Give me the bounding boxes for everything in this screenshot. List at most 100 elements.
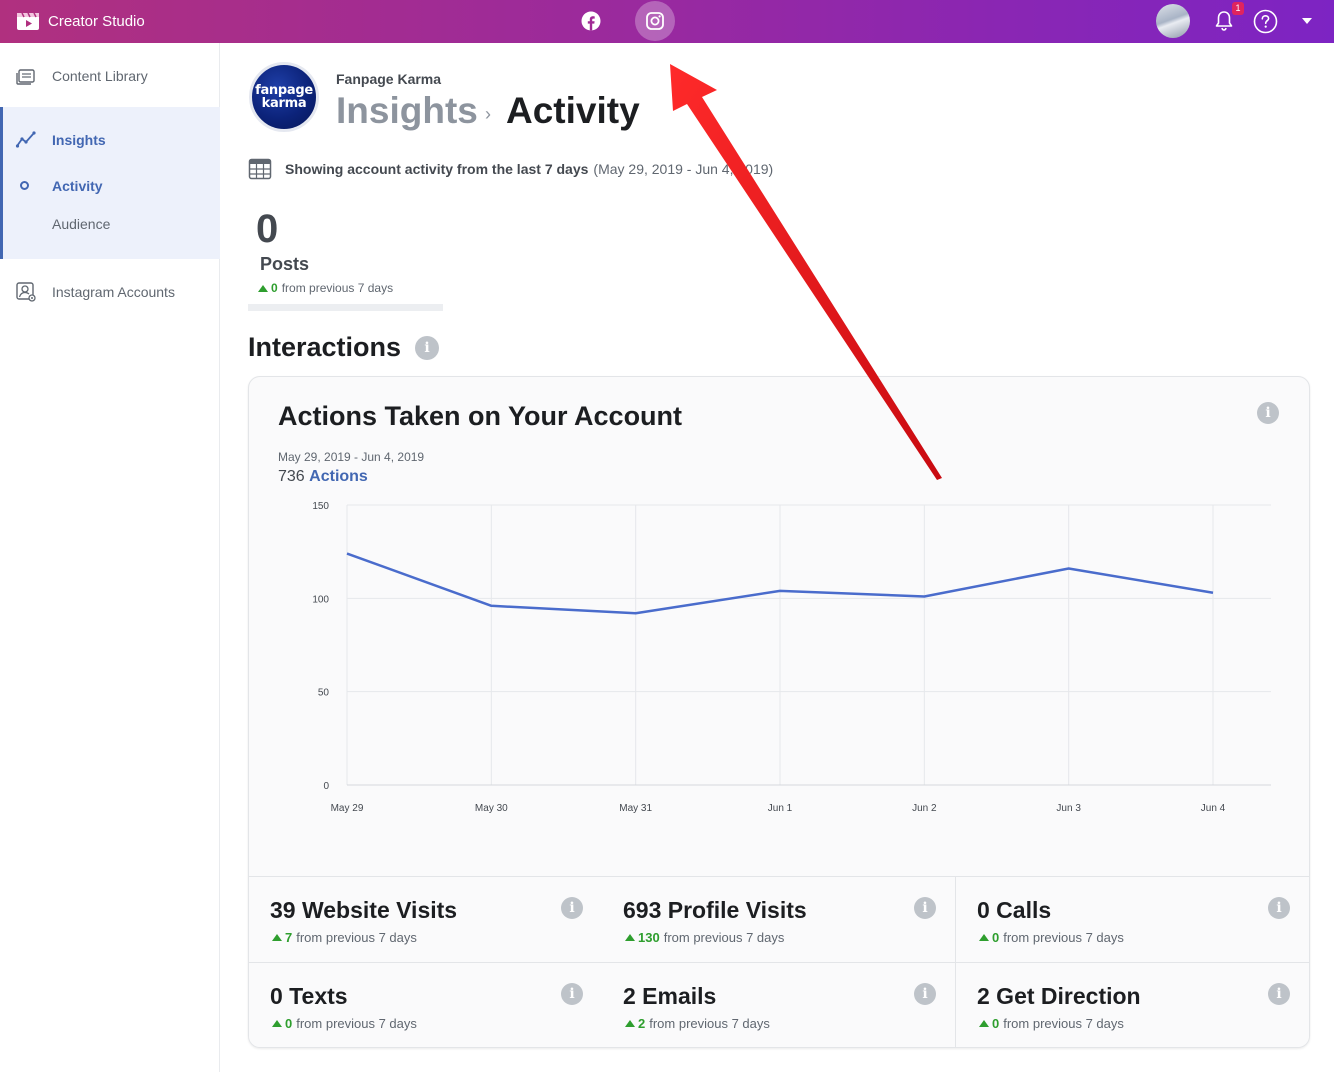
- delta-value: 7: [285, 930, 293, 945]
- delta-text: from previous 7 days: [649, 1016, 770, 1031]
- app-title: Creator Studio: [48, 12, 145, 30]
- metric-profile-visits: 693 Profile Visits 130 from previous 7 da…: [602, 877, 956, 963]
- actions-line-chart: 0 50 100 150 May 29 May 30 May 31 Jun 1 Jun 2 Jun…: [312, 501, 1271, 814]
- metric-calls: 0 Calls 0 from previous 7 days i: [956, 877, 1309, 963]
- metric-title: 39 Website Visits: [270, 897, 458, 923]
- facebook-tab[interactable]: [571, 1, 611, 41]
- metric-get-direction: 2 Get Direction 0 from previous 7 days i: [956, 963, 1309, 1047]
- delta-value: 130: [638, 930, 660, 945]
- info-icon[interactable]: i: [1257, 402, 1279, 424]
- logo-text-line1: fanpage: [255, 83, 313, 98]
- triangle-up-icon: [272, 1020, 282, 1027]
- y-tick-label: 100: [312, 594, 329, 605]
- info-icon[interactable]: i: [914, 983, 936, 1005]
- info-icon[interactable]: i: [914, 897, 936, 919]
- sidebar-item-label: Content Library: [52, 68, 148, 84]
- logo-text-line2: karma: [261, 96, 307, 111]
- metric-title: 0 Texts: [270, 983, 348, 1009]
- metric-delta: 0 from previous 7 days: [272, 1016, 417, 1031]
- posts-count: 0: [256, 207, 279, 251]
- x-tick-label: May 30: [475, 803, 508, 814]
- total-value: 736: [278, 468, 305, 485]
- posts-underline: [248, 304, 443, 311]
- creator-studio-logo-icon: [17, 12, 39, 30]
- info-icon[interactable]: i: [415, 336, 439, 360]
- metric-delta: 7 from previous 7 days: [272, 930, 417, 945]
- sidebar-item-label: Audience: [52, 216, 111, 232]
- info-icon[interactable]: i: [1268, 897, 1290, 919]
- card-title: Actions Taken on Your Account: [278, 401, 683, 431]
- date-range-label: Showing account activity from the last 7…: [285, 161, 589, 177]
- delta-value: 0: [285, 1016, 293, 1031]
- instagram-tab[interactable]: [635, 1, 675, 41]
- delta-text: from previous 7 days: [281, 281, 394, 295]
- avatar[interactable]: [1156, 4, 1190, 38]
- page-name: Fanpage Karma: [336, 71, 442, 87]
- sidebar-item-content-library[interactable]: Content Library: [0, 65, 220, 87]
- date-range-line[interactable]: Showing account activity from the last 7…: [248, 158, 773, 180]
- insights-group: [0, 107, 220, 259]
- interactions-title: Interactions: [248, 332, 402, 362]
- triangle-up-icon: [625, 934, 635, 941]
- account-menu-chevron-down-icon[interactable]: [1301, 17, 1313, 25]
- sidebar-item-instagram-accounts[interactable]: Instagram Accounts: [0, 281, 220, 303]
- metric-website-visits: 39 Website Visits 7 from previous 7 days …: [249, 877, 603, 963]
- notification-badge: 1: [1232, 2, 1244, 15]
- delta-value: 0: [992, 1016, 1000, 1031]
- bell-icon[interactable]: [1212, 9, 1236, 33]
- metric-delta: 130 from previous 7 days: [625, 930, 784, 945]
- card-date-range: May 29, 2019 - Jun 4, 2019: [278, 450, 425, 464]
- info-icon[interactable]: i: [561, 897, 583, 919]
- sidebar-item-label: Activity: [52, 178, 103, 194]
- metric-delta: 0 from previous 7 days: [979, 930, 1124, 945]
- y-tick-label: 50: [318, 688, 330, 699]
- metric-title: 693 Profile Visits: [623, 897, 807, 923]
- page-title: Activity: [506, 90, 640, 131]
- info-icon[interactable]: i: [561, 983, 583, 1005]
- triangle-up-icon: [979, 1020, 989, 1027]
- sidebar-item-activity[interactable]: Activity: [0, 175, 220, 197]
- selected-dot-icon: [20, 181, 29, 190]
- sidebar: Content Library Insights Activity Audien…: [0, 43, 220, 1072]
- help-icon[interactable]: [1253, 9, 1278, 34]
- sidebar-item-insights[interactable]: Insights: [0, 129, 220, 151]
- delta-text: from previous 7 days: [663, 930, 785, 945]
- facebook-icon: [581, 11, 601, 31]
- x-tick-label: May 31: [619, 803, 652, 814]
- x-tick-label: Jun 2: [912, 803, 937, 814]
- delta-value: 2: [638, 1016, 646, 1031]
- date-range-dates: (May 29, 2019 - Jun 4, 2019): [593, 161, 774, 177]
- calendar-icon: [248, 158, 272, 180]
- actions-card: Actions Taken on Your Account i May 29, …: [248, 376, 1310, 1048]
- delta-text: from previous 7 days: [1003, 930, 1124, 945]
- breadcrumb-chevron-right-icon: ›: [485, 104, 491, 124]
- card-total: 736 Actions: [278, 468, 368, 486]
- info-icon[interactable]: i: [1268, 983, 1290, 1005]
- sidebar-item-audience[interactable]: Audience: [0, 213, 220, 235]
- y-tick-label: 0: [323, 781, 329, 792]
- content-library-icon: [16, 69, 35, 85]
- insights-icon: [15, 131, 36, 148]
- total-label: Actions: [309, 468, 368, 485]
- page-logo: fanpage karma: [249, 62, 319, 132]
- posts-label: Posts: [260, 254, 310, 274]
- triangle-up-icon: [979, 934, 989, 941]
- sidebar-item-label: Instagram Accounts: [52, 284, 175, 300]
- breadcrumb-insights[interactable]: Insights: [336, 90, 478, 131]
- brand[interactable]: Creator Studio: [16, 10, 145, 32]
- instagram-accounts-icon: [16, 282, 36, 302]
- x-tick-label: Jun 1: [768, 803, 793, 814]
- top-bar: Creator Studio 1: [0, 0, 1334, 43]
- x-tick-label: Jun 3: [1056, 803, 1081, 814]
- x-tick-label: Jun 4: [1201, 803, 1226, 814]
- metric-texts: 0 Texts 0 from previous 7 days i: [249, 963, 603, 1047]
- triangle-up-icon: [625, 1020, 635, 1027]
- triangle-up-icon: [272, 934, 282, 941]
- delta-text: from previous 7 days: [296, 930, 417, 945]
- delta-text: from previous 7 days: [296, 1016, 417, 1031]
- metric-delta: 2 from previous 7 days: [625, 1016, 770, 1031]
- metric-title: 2 Get Direction: [977, 983, 1141, 1009]
- metric-delta: 0 from previous 7 days: [979, 1016, 1124, 1031]
- x-tick-label: May 29: [331, 803, 364, 814]
- metric-emails: 2 Emails 2 from previous 7 days i: [602, 963, 956, 1047]
